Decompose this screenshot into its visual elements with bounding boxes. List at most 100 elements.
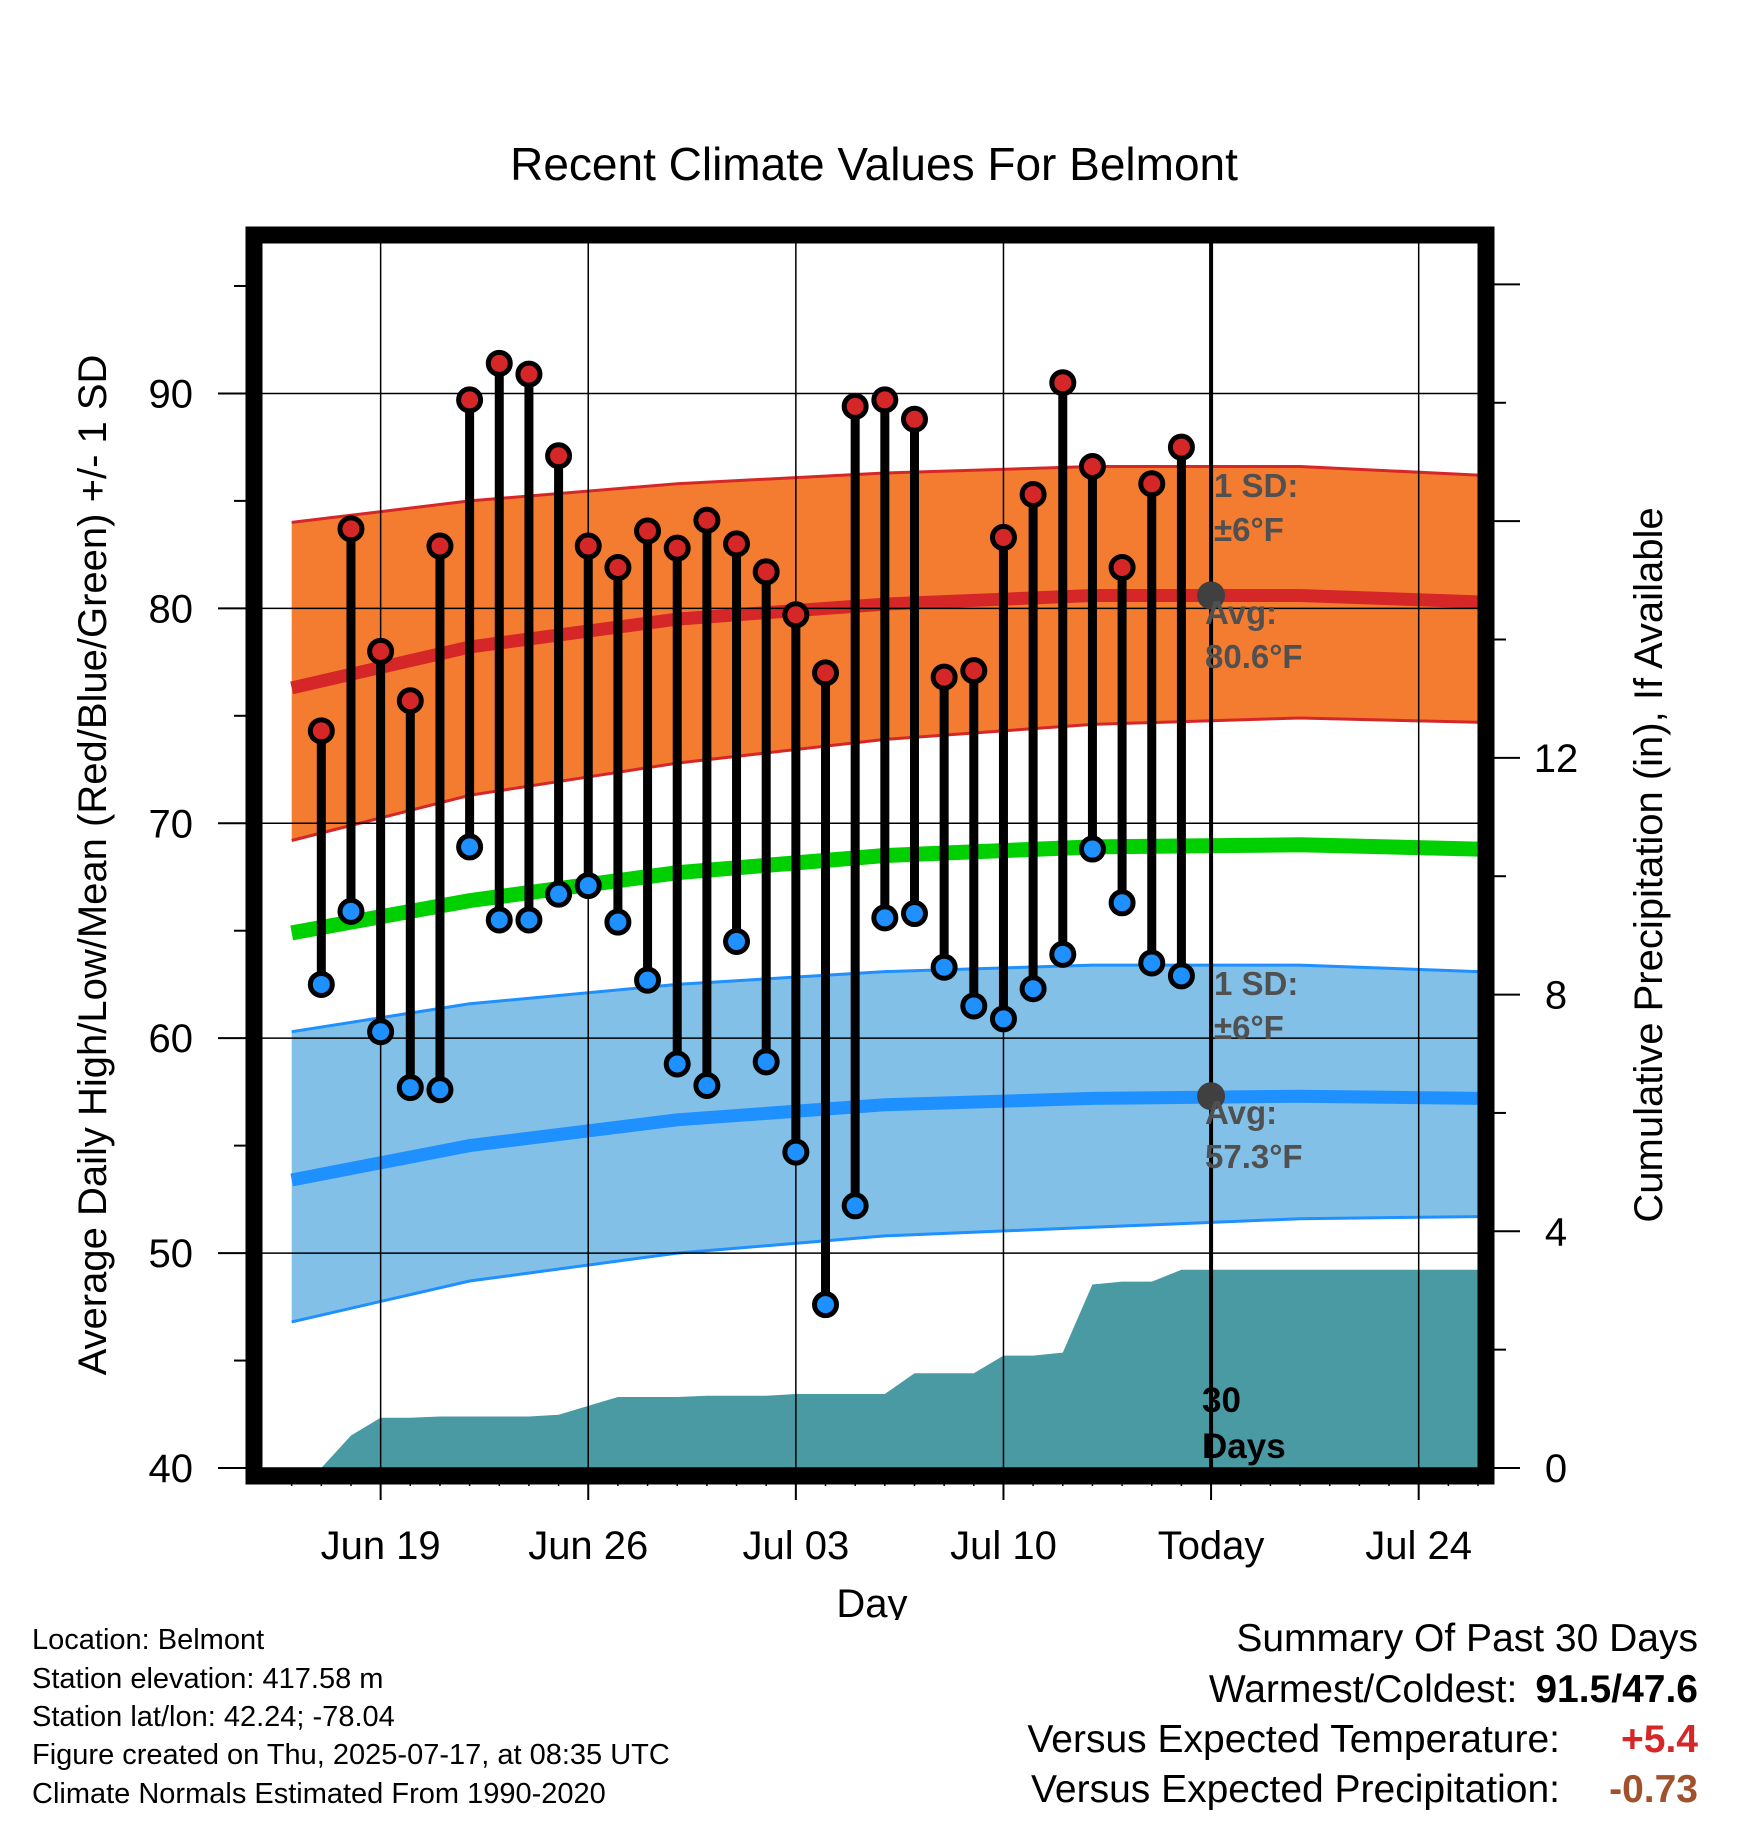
high-avg-value: 80.6°F (1205, 638, 1303, 675)
low-point (1078, 835, 1106, 863)
high-point (663, 534, 691, 562)
summary-warm-cold-label: Warmest/Coldest: (1208, 1668, 1518, 1711)
summary-temp-value: +5.4 (1621, 1718, 1698, 1761)
y2-tick-label: 4 (1545, 1210, 1567, 1254)
low-point (515, 906, 543, 934)
high-point (960, 657, 988, 685)
plot-frame (245, 226, 1495, 1485)
chart-title: Recent Climate Values For Belmont (510, 138, 1238, 190)
summary-warm-cold-value: 91.5/47.6 (1535, 1668, 1698, 1711)
meta-normals: Climate Normals Estimated From 1990-2020 (32, 1778, 606, 1810)
high-point (1078, 453, 1106, 481)
low-avg-line (290, 1089, 1478, 1187)
low-point (841, 1192, 869, 1220)
y-tick-label: 90 (149, 372, 194, 416)
high-point (456, 386, 484, 414)
summary-precip-row: Versus Expected Precipitation: -0.73 (1031, 1768, 1698, 1812)
high-point (1108, 554, 1136, 582)
high-point (426, 532, 454, 560)
low-avg-label: Avg: (1205, 1094, 1277, 1131)
y-tick-label: 60 (149, 1017, 194, 1061)
summary-title: Summary Of Past 30 Days (1236, 1617, 1698, 1660)
low-point (367, 1018, 395, 1046)
low-point (1108, 889, 1136, 917)
y-axis-label: Average Daily High/Low/Mean (Red/Blue/Gr… (71, 355, 115, 1376)
low-point (574, 872, 602, 900)
high-point (1138, 470, 1166, 498)
meta-elevation: Station elevation: 417.58 m (32, 1663, 384, 1695)
high-point (337, 515, 365, 543)
low-sd-lower-edge (291, 1215, 1478, 1324)
meta-created: Figure created on Thu, 2025-07-17, at 08… (32, 1739, 670, 1771)
x-tick-label: Today (1158, 1524, 1265, 1568)
high-point (515, 360, 543, 388)
high-point (841, 392, 869, 420)
x-tick-label: Jul 10 (950, 1524, 1057, 1568)
days-number: 30 (1202, 1381, 1241, 1420)
y2-tick-label: 0 (1545, 1447, 1567, 1491)
low-point (1049, 940, 1077, 968)
precip-area (291, 1269, 1478, 1468)
high-point (1019, 480, 1047, 508)
low-sd-value: ±6°F (1214, 1009, 1284, 1046)
high-point (545, 442, 573, 470)
low-point (604, 908, 632, 936)
meta-location: Location: Belmont (32, 1624, 265, 1656)
low-point (812, 1291, 840, 1319)
meta-latlon: Station lat/lon: 42.24; -78.04 (32, 1701, 395, 1733)
low-point (989, 1005, 1017, 1033)
high-point (1049, 369, 1077, 397)
x-tick-label: Jun 19 (321, 1524, 441, 1568)
x-axis-label: Day (836, 1582, 907, 1620)
summary-precip-label: Versus Expected Precipitation: (1031, 1768, 1560, 1811)
today-low-avg-marker (1197, 1082, 1226, 1111)
low-sd-label: 1 SD: (1214, 965, 1298, 1002)
high-point (396, 687, 424, 715)
high-point (367, 637, 395, 665)
x-tick-label: Jul 24 (1365, 1524, 1472, 1568)
low-point (485, 906, 513, 934)
low-point (634, 966, 662, 994)
summary-warm-cold-row: Warmest/Coldest: 91.5/47.6 (1209, 1668, 1698, 1712)
summary-temp-row: Versus Expected Temperature: +5.4 (1027, 1718, 1698, 1762)
today-high-avg-marker (1197, 581, 1226, 610)
high-point (812, 659, 840, 687)
low-avg-value: 57.3°F (1205, 1138, 1303, 1175)
days-label: Days (1202, 1427, 1286, 1466)
low-point (545, 880, 573, 908)
high-sd-value: ±6°F (1214, 511, 1284, 548)
low-point (426, 1076, 454, 1104)
low-point (930, 953, 958, 981)
y2-tick-label: 8 (1545, 974, 1567, 1018)
y-tick-label: 40 (149, 1447, 194, 1491)
high-point (989, 523, 1017, 551)
high-point (782, 601, 810, 629)
high-point (752, 558, 780, 586)
high-point (723, 530, 751, 558)
y-tick-label: 50 (149, 1232, 194, 1276)
plot-inner (262, 243, 1478, 1468)
low-sd-upper-edge (291, 963, 1478, 1034)
low-point (307, 970, 335, 998)
high-point (485, 349, 513, 377)
low-point (752, 1048, 780, 1076)
summary-precip-value: -0.73 (1609, 1768, 1698, 1811)
low-point (782, 1138, 810, 1166)
y2-axis-label: Cumulative Precipitation (in), If Availa… (1627, 507, 1671, 1222)
low-point (456, 833, 484, 861)
high-sd-label: 1 SD: (1214, 467, 1298, 504)
high-point (604, 554, 632, 582)
y-tick-label: 70 (149, 802, 194, 846)
y2-tick-label: 12 (1534, 737, 1579, 781)
low-point (723, 927, 751, 955)
high-point (871, 386, 899, 414)
low-point (693, 1071, 721, 1099)
low-point (1167, 962, 1195, 990)
x-tick-label: Jun 26 (528, 1524, 648, 1568)
plot-area: 1 SD: ±6°F Avg: 80.6°F 1 SD: ±6°F Avg: 57.3°F 30… (149, 226, 1579, 1568)
summary-temp-label: Versus Expected Temperature: (1027, 1718, 1560, 1761)
low-point (663, 1050, 691, 1078)
high-point (900, 405, 928, 433)
low-point (960, 992, 988, 1020)
high-point (574, 532, 602, 560)
